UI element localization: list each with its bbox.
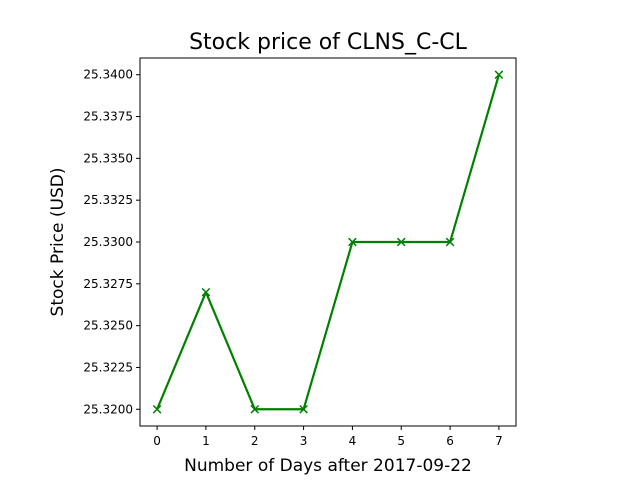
x-tick-label: 1 — [202, 434, 210, 448]
chart-title: Stock price of CLNS_C-CL — [189, 30, 468, 55]
data-point-marker — [250, 404, 260, 414]
y-tick-label: 25.3200 — [83, 402, 133, 416]
data-point-marker — [152, 404, 162, 414]
y-tick-label: 25.3400 — [83, 68, 133, 82]
series-layer — [152, 70, 504, 414]
x-tick-label: 2 — [251, 434, 259, 448]
y-tick-label: 25.3300 — [83, 235, 133, 249]
x-tick-label: 5 — [397, 434, 405, 448]
data-point-marker — [396, 237, 406, 247]
y-axis-label: Stock Price (USD) — [48, 168, 68, 317]
x-tick-label: 7 — [495, 434, 503, 448]
x-tick-label: 4 — [349, 434, 357, 448]
x-tick-label: 3 — [300, 434, 308, 448]
data-point-marker — [201, 287, 211, 297]
data-point-marker — [445, 237, 455, 247]
data-point-marker — [299, 404, 308, 414]
x-axis-label: Number of Days after 2017-09-22 — [184, 456, 472, 476]
plot-frame — [139, 57, 517, 427]
x-tick-label: 0 — [153, 434, 161, 448]
y-tick-label: 25.3225 — [83, 360, 133, 374]
y-tick-label: 25.3350 — [83, 151, 133, 165]
y-tick-label: 25.3325 — [83, 193, 133, 207]
y-axis-ticks: 25.3200 25.3225 25.3250 25.3275 25.3300 25.33… — [83, 68, 140, 416]
data-point-marker — [348, 237, 357, 247]
x-tick-label: 6 — [446, 434, 454, 448]
y-tick-label: 25.3375 — [83, 110, 133, 124]
y-tick-label: 25.3275 — [83, 277, 133, 291]
series-line — [156, 74, 500, 411]
data-point-marker — [494, 70, 504, 80]
x-axis-ticks: 0 1 2 3 4 5 6 7 — [153, 426, 503, 448]
y-tick-label: 25.3250 — [83, 319, 133, 333]
